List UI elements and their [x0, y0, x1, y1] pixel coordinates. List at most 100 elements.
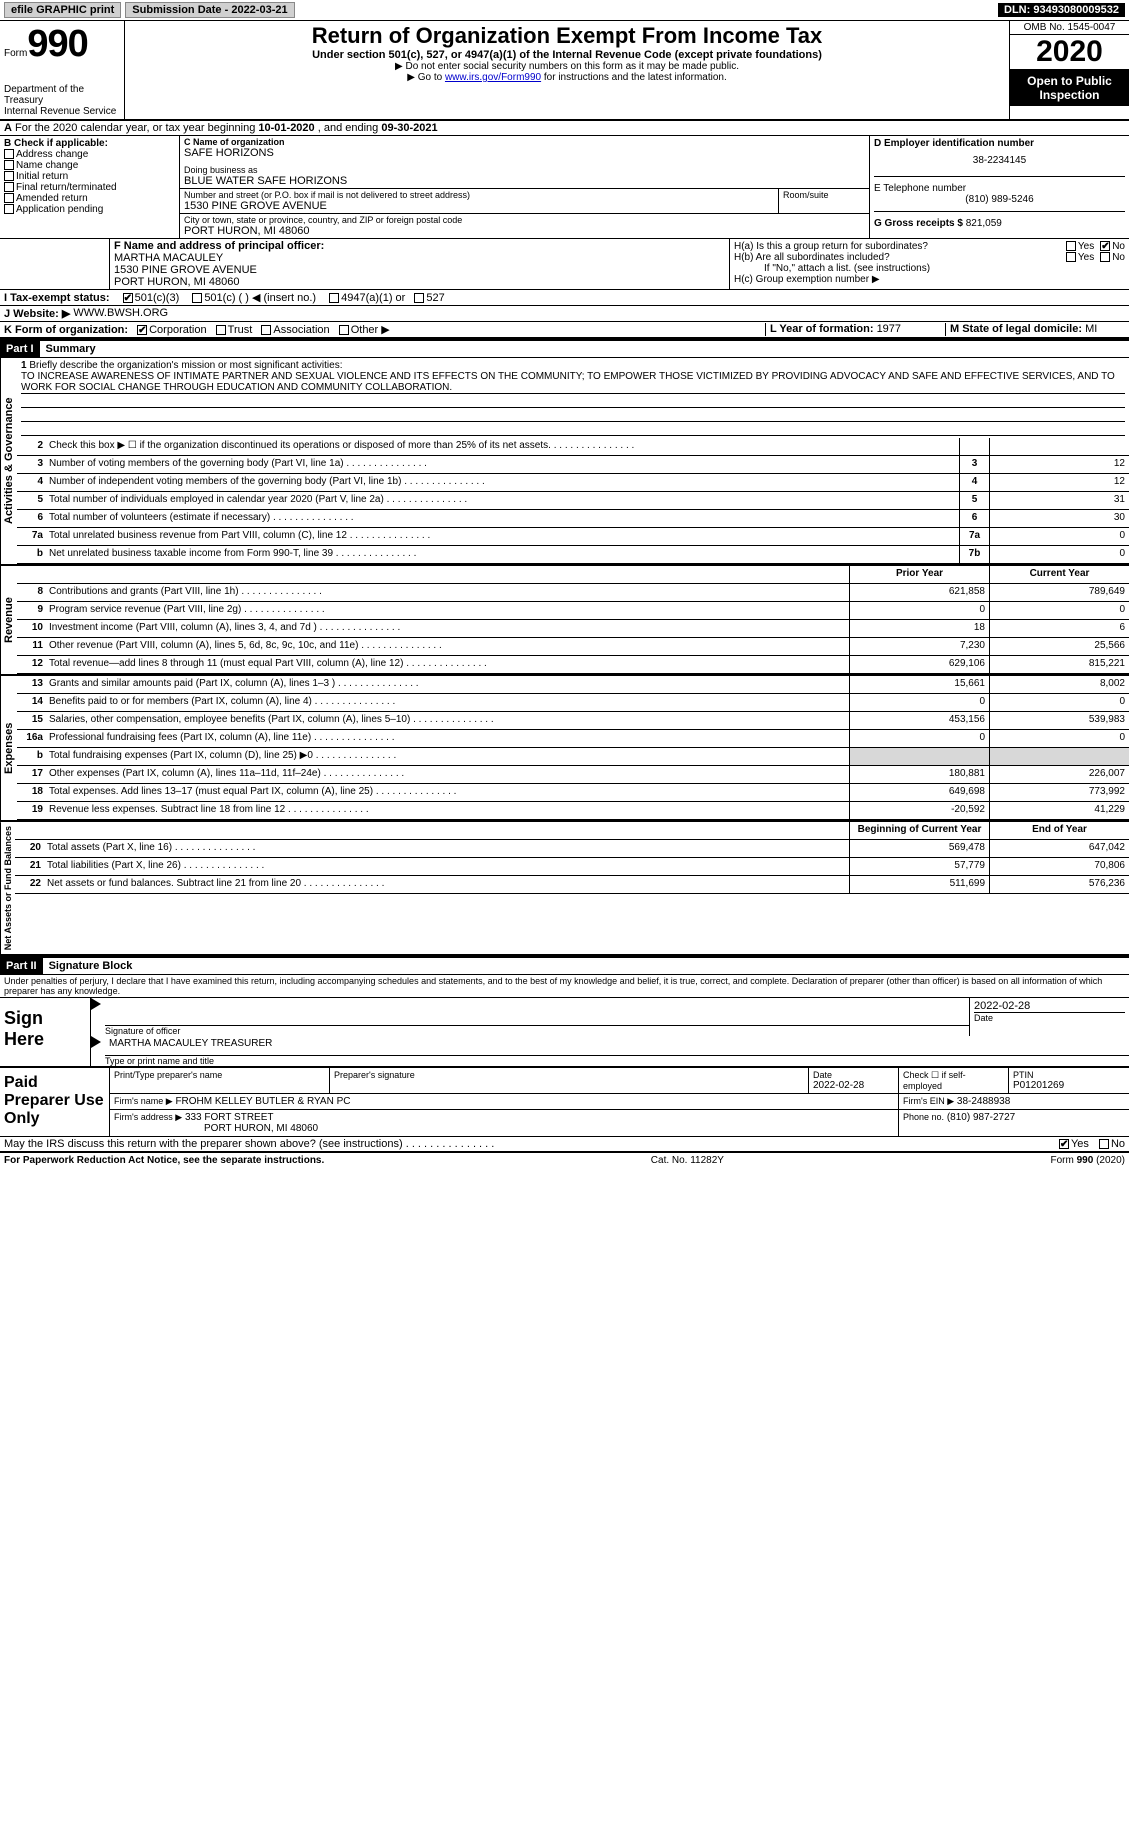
rev-header-spacer — [47, 566, 849, 583]
website-value: WWW.BWSH.ORG — [73, 307, 168, 320]
line-current: 8,002 — [989, 676, 1129, 693]
ein-lbl: D Employer identification number — [874, 138, 1125, 149]
ein-value: 38-2234145 — [874, 149, 1125, 166]
line-box: 5 — [959, 492, 989, 509]
data-line: 17 Other expenses (Part IX, column (A), … — [17, 766, 1129, 784]
irs-link[interactable]: www.irs.gov/Form990 — [445, 72, 541, 83]
spacer-b — [0, 239, 110, 289]
line-num: 5 — [17, 492, 47, 509]
dept-treasury: Department of the Treasury Internal Reve… — [4, 84, 120, 117]
k-corp[interactable]: Corporation — [137, 324, 206, 336]
hb-yes-lbl: Yes — [1078, 252, 1094, 263]
data-line: 12 Total revenue—add lines 8 through 11 … — [17, 656, 1129, 674]
line-text: Investment income (Part VIII, column (A)… — [47, 620, 849, 637]
line-num: 14 — [17, 694, 47, 711]
prep-h4[interactable]: Check ☐ if self-employed — [903, 1070, 1004, 1091]
i-4947-lbl: 4947(a)(1) or — [341, 292, 405, 304]
line-prior: 7,230 — [849, 638, 989, 655]
i-501c3[interactable]: 501(c)(3) — [123, 292, 180, 304]
rev-header: Prior Year Current Year — [17, 566, 1129, 584]
line-text: Professional fundraising fees (Part IX, … — [47, 730, 849, 747]
line-text: Check this box ▶ ☐ if the organization d… — [47, 438, 959, 455]
line-current: 647,042 — [989, 840, 1129, 857]
period-begin: 10-01-2020 — [258, 122, 314, 134]
data-line: b Total fundraising expenses (Part IX, c… — [17, 748, 1129, 766]
k-assoc[interactable]: Association — [261, 324, 329, 336]
discuss-row: May the IRS discuss this return with the… — [0, 1136, 1129, 1152]
line-val: 0 — [989, 546, 1129, 563]
line-prior: 453,156 — [849, 712, 989, 729]
gov-line: 4 Number of independent voting members o… — [17, 474, 1129, 492]
phone-value: (810) 989-5246 — [874, 194, 1125, 205]
line-current: 6 — [989, 620, 1129, 637]
line-current: 0 — [989, 694, 1129, 711]
sig-officer-line[interactable] — [105, 998, 969, 1026]
line-box: 7a — [959, 528, 989, 545]
line-prior: 629,106 — [849, 656, 989, 673]
paid-preparer-block: Paid Preparer Use Only Print/Type prepar… — [0, 1067, 1129, 1136]
chk-final-return[interactable]: Final return/terminated — [4, 182, 175, 193]
mission-block: 1 Briefly describe the organization's mi… — [17, 358, 1129, 438]
k-other[interactable]: Other ▶ — [339, 324, 390, 336]
line-num: 16a — [17, 730, 47, 747]
domicile-state: MI — [1085, 323, 1097, 335]
line-num: 20 — [15, 840, 45, 857]
period-pre: For the 2020 calendar year, or tax year … — [15, 122, 258, 134]
k-trust[interactable]: Trust — [216, 324, 253, 336]
line-prior: 18 — [849, 620, 989, 637]
sign-here-lbl: Sign Here — [0, 998, 90, 1066]
line-current: 0 — [989, 730, 1129, 747]
hc-lbl: H(c) Group exemption number ▶ — [734, 274, 1125, 285]
chk-amended-return[interactable]: Amended return — [4, 193, 175, 204]
firm-name: FROHM KELLEY BUTLER & RYAN PC — [175, 1096, 350, 1107]
i-527[interactable]: 527 — [414, 292, 444, 304]
line-num: 11 — [17, 638, 47, 655]
form-header: Form990 Department of the Treasury Inter… — [0, 21, 1129, 121]
box-h: H(a) Is this a group return for subordin… — [729, 239, 1129, 289]
chk-name-change[interactable]: Name change — [4, 160, 175, 171]
line-num: b — [17, 748, 47, 765]
open-to-public: Open to Public Inspection — [1010, 70, 1129, 106]
i-501c[interactable]: 501(c) ( ) ◀ (insert no.) — [192, 292, 316, 304]
prep-h5: PTIN — [1013, 1070, 1125, 1080]
efile-print-button[interactable]: efile GRAPHIC print — [4, 2, 121, 18]
i-4947[interactable]: 4947(a)(1) or — [329, 292, 405, 304]
hb-no[interactable]: No — [1100, 252, 1125, 263]
city-lbl: City or town, state or province, country… — [184, 215, 865, 225]
discuss-q-text: May the IRS discuss this return with the… — [4, 1138, 403, 1150]
discuss-no[interactable]: No — [1099, 1138, 1125, 1150]
addr-row: Number and street (or P.O. box if mail i… — [180, 189, 869, 214]
line-text: Salaries, other compensation, employee b… — [47, 712, 849, 729]
chk-app-pending[interactable]: Application pending — [4, 204, 175, 215]
line-text: Total liabilities (Part X, line 26) — [45, 858, 849, 875]
mission-lbl: Briefly describe the organization's miss… — [29, 360, 342, 371]
line-current — [989, 748, 1129, 765]
prep-h2: Preparer's signature — [334, 1070, 804, 1080]
ha-yes[interactable]: Yes — [1066, 241, 1094, 252]
net-header-spacer — [45, 822, 849, 839]
ha-no[interactable]: No — [1100, 241, 1125, 252]
line-text: Number of independent voting members of … — [47, 474, 959, 491]
prep-h3: Date — [813, 1070, 894, 1080]
hb-yes[interactable]: Yes — [1066, 252, 1094, 263]
netassets-section: Net Assets or Fund Balances Beginning of… — [0, 822, 1129, 956]
part2-tag: Part II — [0, 958, 43, 974]
firm-phone: (810) 987-2727 — [947, 1112, 1015, 1123]
discuss-yes[interactable]: Yes — [1059, 1138, 1089, 1150]
room-lbl: Room/suite — [783, 190, 865, 200]
firm-addr-lbl: Firm's address ▶ — [114, 1112, 182, 1122]
chk-address-change[interactable]: Address change — [4, 149, 175, 160]
line-num: 9 — [17, 602, 47, 619]
hb-lbl: H(b) Are all subordinates included? — [734, 252, 1066, 263]
gov-line: b Net unrelated business taxable income … — [17, 546, 1129, 564]
chk-initial-return[interactable]: Initial return — [4, 171, 175, 182]
line-val: 31 — [989, 492, 1129, 509]
header-middle: Return of Organization Exempt From Incom… — [125, 21, 1009, 119]
sig-date: 2022-02-28 — [974, 1000, 1125, 1012]
city-row: City or town, state or province, country… — [180, 214, 869, 238]
city-value: PORT HURON, MI 48060 — [184, 225, 865, 237]
submission-date-button[interactable]: Submission Date - 2022-03-21 — [125, 2, 294, 18]
header-right: OMB No. 1545-0047 2020 Open to Public In… — [1009, 21, 1129, 119]
line-text: Total assets (Part X, line 16) — [45, 840, 849, 857]
line-text: Total fundraising expenses (Part IX, col… — [47, 748, 849, 765]
